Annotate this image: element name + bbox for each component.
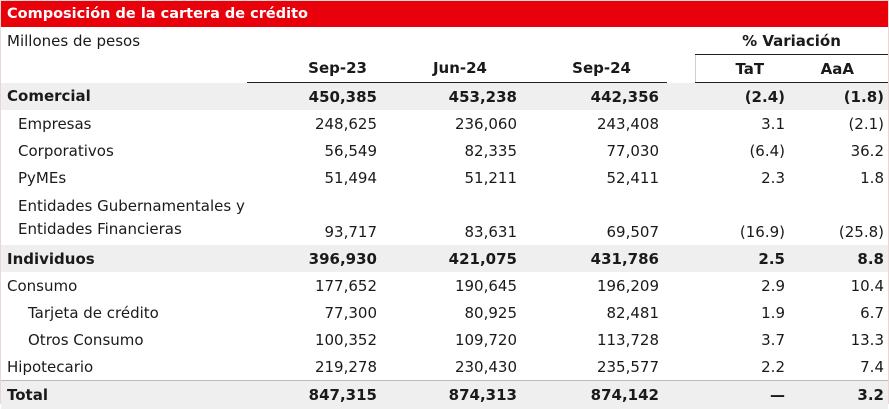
row-label: Otros Consumo — [1, 326, 247, 353]
cell-aaa: (25.8) — [791, 191, 888, 245]
cell-sep24: 52,411 — [525, 164, 667, 191]
table-row: Hipotecario 219,278 230,430 235,577 2.2 … — [1, 353, 888, 381]
row-label: Consumo — [1, 272, 247, 299]
table-row: Individuos 396,930 421,075 431,786 2.5 8… — [1, 245, 888, 272]
cell-tat: 2.2 — [695, 353, 791, 381]
table-row: Empresas 248,625 236,060 243,408 3.1 (2.… — [1, 110, 888, 137]
row-label: Empresas — [1, 110, 247, 137]
table-row: Comercial 450,385 453,238 442,356 (2.4) … — [1, 83, 888, 111]
cell-jun24: 230,430 — [385, 353, 525, 381]
cell-sep23: 93,717 — [247, 191, 385, 245]
cell-tat: (2.4) — [695, 83, 791, 111]
cell-sep23: 56,549 — [247, 137, 385, 164]
units-label: Millones de pesos — [1, 27, 247, 55]
cell-tat: 1.9 — [695, 299, 791, 326]
row-label: Tarjeta de crédito — [1, 299, 247, 326]
table-row: Entidades Gubernamentales y Entidades Fin… — [1, 191, 888, 245]
cell-jun24: 83,631 — [385, 191, 525, 245]
table-row: PyMEs 51,494 51,211 52,411 2.3 1.8 — [1, 164, 888, 191]
cell-sep24: 235,577 — [525, 353, 667, 381]
cell-jun24: 453,238 — [385, 83, 525, 111]
row-label-line-2: Entidades Financieras — [18, 220, 182, 238]
cell-jun24: 80,925 — [385, 299, 525, 326]
row-label: PyMEs — [1, 164, 247, 191]
cell-jun24: 82,335 — [385, 137, 525, 164]
cell-sep24: 196,209 — [525, 272, 667, 299]
cell-aaa: 10.4 — [791, 272, 888, 299]
cell-tat: (6.4) — [695, 137, 791, 164]
row-label: Corporativos — [1, 137, 247, 164]
credit-portfolio-table: Millones de pesos % Variación Sep-23 Jun… — [1, 27, 888, 409]
cell-sep23: 100,352 — [247, 326, 385, 353]
cell-aaa: 6.7 — [791, 299, 888, 326]
cell-tat: — — [695, 381, 791, 409]
cell-sep24: 69,507 — [525, 191, 667, 245]
table-row: Otros Consumo 100,352 109,720 113,728 3.… — [1, 326, 888, 353]
cell-jun24: 190,645 — [385, 272, 525, 299]
cell-sep23: 51,494 — [247, 164, 385, 191]
cell-sep23: 396,930 — [247, 245, 385, 272]
table-row: Corporativos 56,549 82,335 77,030 (6.4) … — [1, 137, 888, 164]
row-label: Hipotecario — [1, 353, 247, 381]
cell-sep23: 450,385 — [247, 83, 385, 111]
table-row-total: Total 847,315 874,313 874,142 — 3.2 — [1, 381, 888, 409]
cell-tat: 2.5 — [695, 245, 791, 272]
cell-aaa: 13.3 — [791, 326, 888, 353]
row-label: Entidades Gubernamentales y Entidades Fin… — [18, 195, 245, 241]
row-label: Comercial — [1, 83, 247, 111]
cell-jun24: 109,720 — [385, 326, 525, 353]
cell-sep24: 77,030 — [525, 137, 667, 164]
col-header-aaa: AaA — [791, 55, 888, 83]
cell-jun24: 421,075 — [385, 245, 525, 272]
cell-jun24: 874,313 — [385, 381, 525, 409]
cell-sep23: 847,315 — [247, 381, 385, 409]
col-header-tat: TaT — [695, 55, 791, 83]
cell-sep24: 431,786 — [525, 245, 667, 272]
row-label: Individuos — [1, 245, 247, 272]
cell-sep24: 243,408 — [525, 110, 667, 137]
row-label: Total — [1, 381, 247, 409]
col-header-jun24: Jun-24 — [385, 55, 525, 83]
col-header-sep23: Sep-23 — [247, 55, 385, 83]
row-label-line-1: Entidades Gubernamentales y — [18, 197, 245, 215]
cell-sep23: 77,300 — [247, 299, 385, 326]
cell-tat: 2.3 — [695, 164, 791, 191]
variation-header: % Variación — [695, 27, 888, 55]
cell-aaa: 36.2 — [791, 137, 888, 164]
cell-tat: 3.7 — [695, 326, 791, 353]
table-row: Tarjeta de crédito 77,300 80,925 82,481 … — [1, 299, 888, 326]
cell-aaa: (1.8) — [791, 83, 888, 111]
cell-sep23: 177,652 — [247, 272, 385, 299]
cell-tat: (16.9) — [695, 191, 791, 245]
cell-aaa: 1.8 — [791, 164, 888, 191]
cell-sep24: 113,728 — [525, 326, 667, 353]
cell-aaa: 8.8 — [791, 245, 888, 272]
cell-sep23: 248,625 — [247, 110, 385, 137]
cell-sep24: 82,481 — [525, 299, 667, 326]
cell-tat: 2.9 — [695, 272, 791, 299]
cell-tat: 3.1 — [695, 110, 791, 137]
cell-sep24: 442,356 — [525, 83, 667, 111]
cell-aaa: 3.2 — [791, 381, 888, 409]
cell-jun24: 236,060 — [385, 110, 525, 137]
table-row: Consumo 177,652 190,645 196,209 2.9 10.4 — [1, 272, 888, 299]
cell-sep24: 874,142 — [525, 381, 667, 409]
cell-aaa: 7.4 — [791, 353, 888, 381]
col-header-sep24: Sep-24 — [525, 55, 667, 83]
cell-aaa: (2.1) — [791, 110, 888, 137]
cell-sep23: 219,278 — [247, 353, 385, 381]
cell-jun24: 51,211 — [385, 164, 525, 191]
table-title: Composición de la cartera de crédito — [1, 1, 888, 27]
